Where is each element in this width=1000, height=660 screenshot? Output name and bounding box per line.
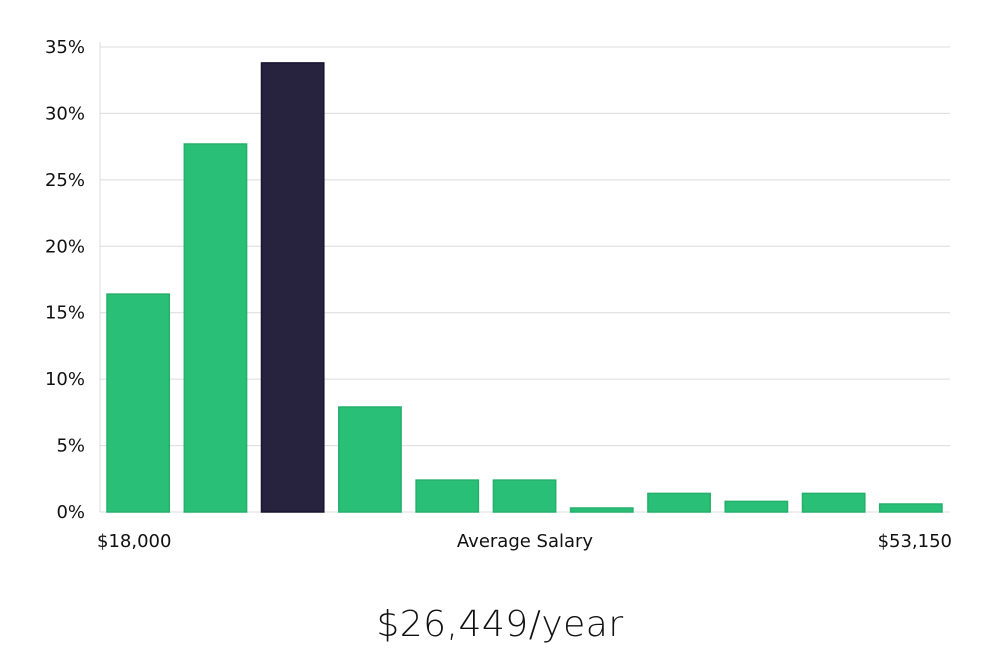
bar	[415, 479, 480, 513]
y-tick-label: 30%	[45, 103, 85, 124]
y-tick-label: 20%	[45, 236, 85, 257]
y-tick-label: 5%	[56, 436, 85, 457]
bar	[338, 406, 402, 513]
y-tick-label: 10%	[45, 369, 85, 390]
bar	[106, 293, 171, 513]
y-tick-label: 35%	[45, 37, 85, 58]
y-tick-label: 25%	[45, 170, 85, 191]
bar	[801, 492, 866, 513]
average-salary-value: $26,449/year	[376, 604, 624, 645]
y-tick-label: 0%	[56, 502, 85, 523]
bar	[878, 503, 943, 513]
bar	[492, 479, 557, 513]
bar	[724, 500, 789, 513]
bar-highlighted	[260, 62, 325, 513]
x-end-label: $53,150	[878, 531, 952, 552]
bar	[569, 507, 634, 513]
x-start-label: $18,000	[97, 531, 171, 552]
bars	[106, 62, 943, 513]
y-tick-label: 15%	[45, 303, 85, 324]
salary-histogram: 0% 5% 10% 15% 20% 25% 30% 35% $18,000 Average S…	[45, 37, 952, 552]
bar	[183, 143, 248, 513]
y-tick-labels: 0% 5% 10% 15% 20% 25% 30% 35%	[45, 37, 85, 523]
bar	[647, 492, 711, 513]
x-axis-title: Average Salary	[457, 531, 594, 552]
